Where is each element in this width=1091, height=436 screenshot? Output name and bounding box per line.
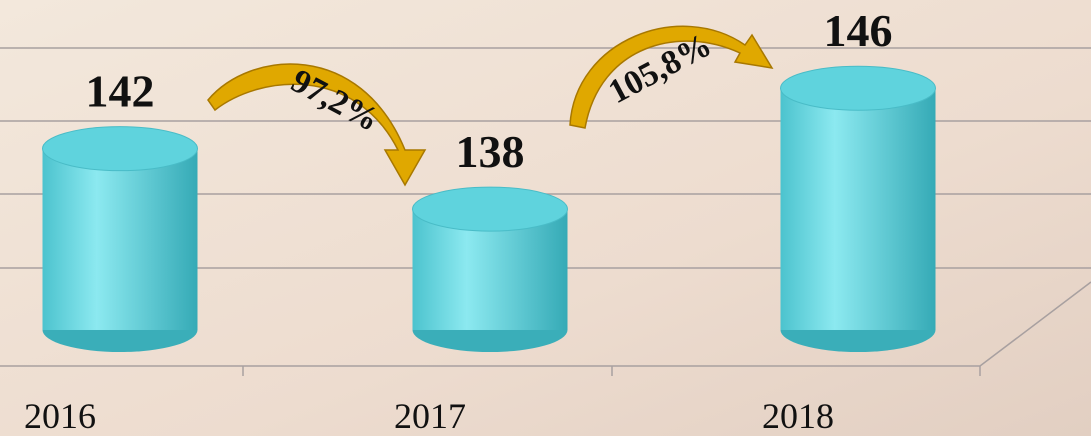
arrows — [207, 25, 774, 187]
bar — [42, 148, 198, 330]
bar-top — [780, 65, 936, 111]
value-label: 146 — [824, 5, 893, 56]
x-tick-label: 2016 — [24, 396, 96, 436]
bar — [780, 88, 936, 330]
arrow — [569, 25, 774, 129]
bar-top — [42, 126, 198, 172]
x-tick-label: 2018 — [762, 396, 834, 436]
bar-top — [412, 186, 568, 232]
x-tick-label: 2017 — [394, 396, 466, 436]
value-label: 138 — [456, 126, 525, 177]
arrow — [207, 63, 427, 187]
value-label: 142 — [86, 66, 155, 117]
